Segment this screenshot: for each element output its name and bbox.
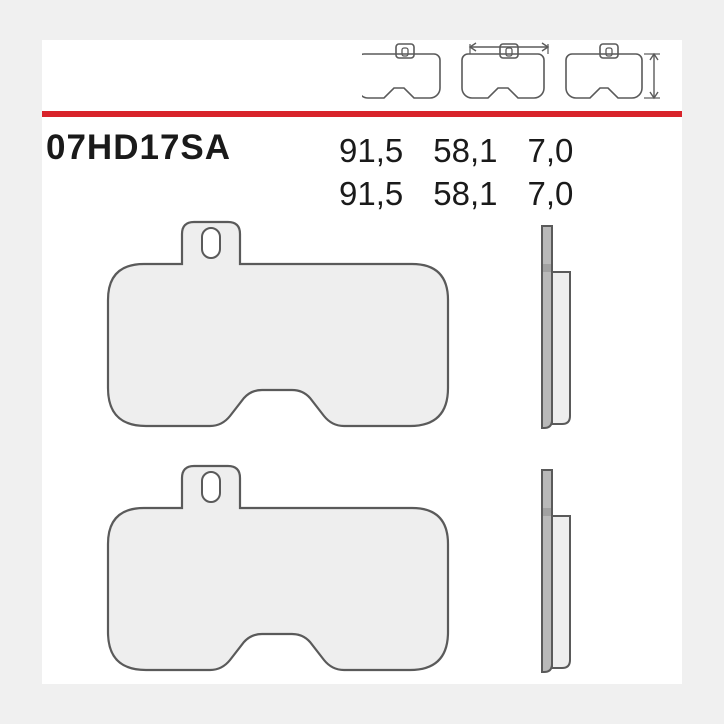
dim-icon-width: [362, 44, 440, 98]
page-canvas: 07HD17SA 91,5 58,1 7,0 91,5 58,1 7,0: [0, 0, 724, 724]
dimension-icons: [362, 40, 662, 106]
brake-pad-side-2: [542, 470, 570, 672]
cell-height: 58,1: [433, 130, 525, 171]
dim-icon-height: [462, 43, 548, 98]
brake-pad-side-1: [542, 226, 570, 428]
brake-pad-front-1: [108, 222, 448, 426]
divider-line: [42, 110, 682, 118]
brake-pad-front-2: [108, 466, 448, 670]
table-row: 91,5 58,1 7,0: [339, 173, 601, 214]
brake-pad-diagram: [42, 210, 682, 684]
table-row: 91,5 58,1 7,0: [339, 130, 601, 171]
content-area: 07HD17SA 91,5 58,1 7,0 91,5 58,1 7,0: [42, 40, 682, 684]
cell-width: 91,5: [339, 130, 431, 171]
cell-height: 58,1: [433, 173, 525, 214]
part-code: 07HD17SA: [46, 128, 231, 168]
cell-width: 91,5: [339, 173, 431, 214]
dim-icon-thickness: [566, 44, 660, 98]
cell-thickness: 7,0: [527, 173, 601, 214]
dimension-table: 91,5 58,1 7,0 91,5 58,1 7,0: [337, 128, 603, 217]
cell-thickness: 7,0: [527, 130, 601, 171]
